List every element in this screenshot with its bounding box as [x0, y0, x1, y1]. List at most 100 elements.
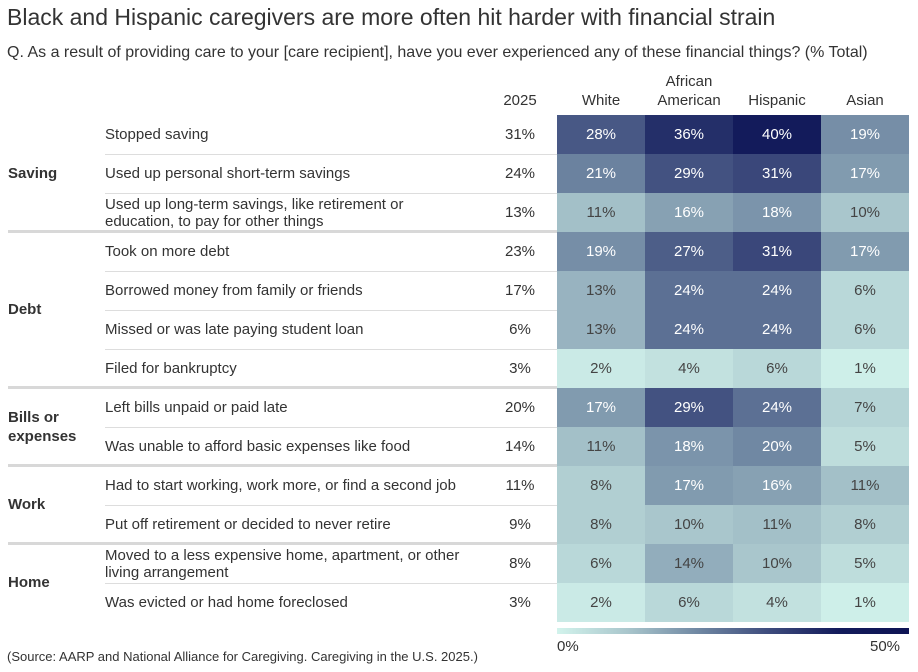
chart-title: Black and Hispanic caregivers are more o… — [7, 4, 776, 30]
heatmap-cell: 17% — [821, 232, 909, 271]
group-label: Saving — [8, 164, 58, 182]
row-separator — [105, 583, 557, 584]
row-total: 20% — [504, 399, 536, 416]
row-label: Missed or was late paying student loan — [105, 321, 364, 338]
heatmap-cell: 11% — [821, 466, 909, 505]
heatmap-cell: 6% — [733, 349, 821, 388]
heatmap-cell: 5% — [821, 544, 909, 583]
heatmap-cell: 17% — [557, 388, 645, 427]
heatmap-cell: 13% — [557, 271, 645, 310]
heatmap-cell: 8% — [821, 505, 909, 544]
heatmap-cell: 10% — [821, 193, 909, 232]
heatmap-cell: 29% — [645, 154, 733, 193]
row-total: 6% — [509, 321, 531, 338]
row-total: 13% — [504, 204, 536, 221]
row-label: Used up long-term savings, like retireme… — [105, 195, 404, 230]
heatmap-cell: 18% — [645, 427, 733, 466]
heatmap-cell: 6% — [821, 271, 909, 310]
row-total: 31% — [504, 126, 536, 143]
heatmap-cell: 6% — [557, 544, 645, 583]
heatmap-cell: 1% — [821, 349, 909, 388]
heatmap-cell: 5% — [821, 427, 909, 466]
row-label: Had to start working, work more, or find… — [105, 477, 456, 494]
row-separator — [105, 349, 557, 350]
heatmap-cell: 6% — [821, 310, 909, 349]
heatmap-cell: 4% — [645, 349, 733, 388]
row-label: Filed for bankruptcy — [105, 360, 237, 377]
group-separator — [8, 464, 557, 467]
row-label: Put off retirement or decided to never r… — [105, 516, 391, 533]
row-label: Borrowed money from family or friends — [105, 282, 363, 299]
color-scale-bar — [557, 628, 909, 634]
row-separator — [105, 271, 557, 272]
heatmap-cell: 40% — [733, 115, 821, 154]
heatmap-cell: 36% — [645, 115, 733, 154]
heatmap-cell: 28% — [557, 115, 645, 154]
heatmap-cell: 8% — [557, 505, 645, 544]
heatmap-cell: 24% — [733, 388, 821, 427]
group-label: Work — [8, 496, 46, 513]
heatmap-cell: 31% — [733, 232, 821, 271]
heatmap-cell: 2% — [557, 583, 645, 622]
column-header: White — [581, 92, 621, 109]
row-label: Was evicted or had home foreclosed — [105, 594, 348, 611]
heatmap-cell: 7% — [821, 388, 909, 427]
heatmap-cell: 10% — [733, 544, 821, 583]
row-label: Stopped saving — [105, 126, 209, 143]
color-scale-max-label: 50% — [870, 638, 901, 655]
heatmap-cell: 11% — [557, 193, 645, 232]
heatmap-cell: 24% — [733, 310, 821, 349]
heatmap-cell: 2% — [557, 349, 645, 388]
group-separator — [8, 230, 557, 233]
row-total: 3% — [509, 360, 531, 377]
row-label: Moved to a less expensive home, apartmen… — [105, 546, 460, 581]
group-label: Bills or expenses — [8, 409, 77, 445]
source-note: (Source: AARP and National Alliance for … — [7, 649, 478, 664]
row-separator — [105, 505, 557, 506]
heatmap-cell: 24% — [733, 271, 821, 310]
column-header: African American — [657, 73, 721, 109]
heatmap-cell: 8% — [557, 466, 645, 505]
heatmap-cell: 21% — [557, 154, 645, 193]
row-total: 8% — [509, 555, 531, 572]
column-header: Asian — [846, 92, 884, 109]
row-separator — [105, 310, 557, 311]
heatmap-cell: 17% — [821, 154, 909, 193]
heatmap-cell: 6% — [645, 583, 733, 622]
chart-subtitle: Q. As a result of providing care to your… — [7, 44, 868, 61]
row-total: 14% — [504, 438, 536, 455]
heatmap-cell: 19% — [557, 232, 645, 271]
heatmap-cell: 17% — [645, 466, 733, 505]
row-total: 17% — [504, 282, 536, 299]
heatmap-cell: 14% — [645, 544, 733, 583]
heatmap-cell: 11% — [557, 427, 645, 466]
group-label: Home — [8, 574, 50, 591]
row-total: 24% — [504, 165, 536, 182]
row-separator — [105, 427, 557, 428]
group-separator — [8, 386, 557, 389]
row-total: 3% — [509, 594, 531, 611]
heatmap-cell: 16% — [733, 466, 821, 505]
heatmap-cell: 4% — [733, 583, 821, 622]
heatmap-cell: 11% — [733, 505, 821, 544]
heatmap-cell: 18% — [733, 193, 821, 232]
heatmap-cell: 16% — [645, 193, 733, 232]
heatmap-cell: 10% — [645, 505, 733, 544]
row-label: Left bills unpaid or paid late — [105, 399, 288, 416]
row-total: 9% — [509, 516, 531, 533]
row-label: Used up personal short-term savings — [105, 165, 351, 182]
row-total: 23% — [504, 243, 536, 260]
heatmap-cell: 19% — [821, 115, 909, 154]
heatmap-cell: 29% — [645, 388, 733, 427]
heatmap-cell: 1% — [821, 583, 909, 622]
heatmap-cell: 31% — [733, 154, 821, 193]
group-label: Debt — [8, 301, 42, 318]
heatmap-cell: 13% — [557, 310, 645, 349]
heatmap-cell: 24% — [645, 271, 733, 310]
color-scale-min-label: 0% — [557, 638, 579, 655]
heatmap-cell: 24% — [645, 310, 733, 349]
row-label: Was unable to afford basic expenses like… — [105, 438, 411, 455]
total-column-header: 2025 — [503, 92, 537, 109]
row-separator — [105, 154, 557, 155]
